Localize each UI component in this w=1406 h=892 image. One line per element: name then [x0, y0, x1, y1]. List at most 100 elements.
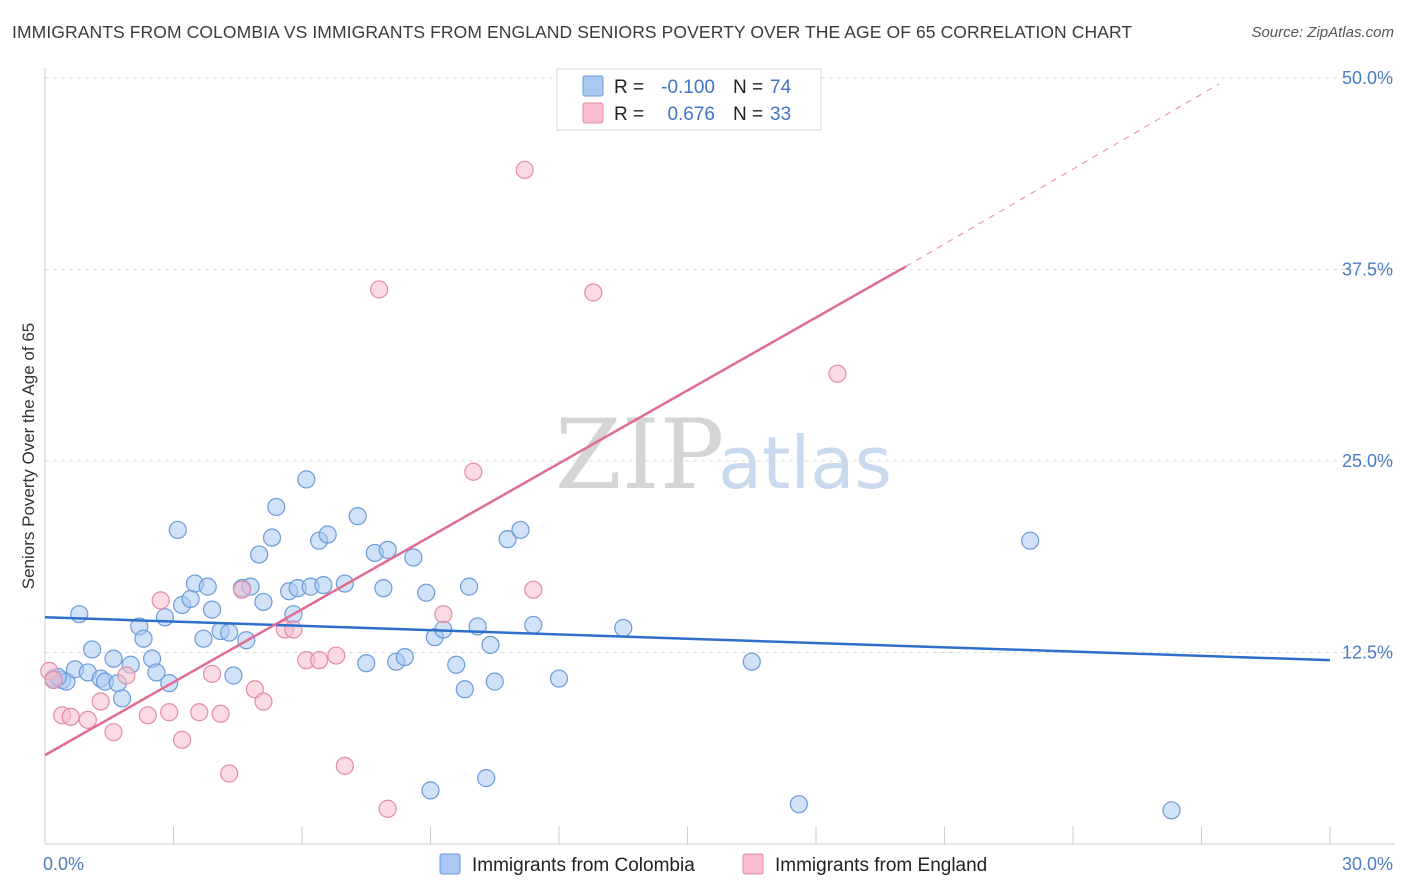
x-tick-label-max: 30.0% — [1342, 854, 1393, 874]
point-colombia — [742, 652, 761, 671]
trend-layer — [44, 83, 1331, 757]
point-england — [310, 651, 329, 670]
point-colombia — [112, 689, 132, 708]
legend-r-label-england: R = — [614, 104, 644, 125]
legend-swatch-england — [582, 102, 604, 124]
y-tick-label: 50.0% — [1342, 68, 1393, 88]
point-england — [44, 670, 63, 690]
point-england — [160, 703, 179, 722]
point-england — [584, 283, 603, 302]
point-colombia — [220, 623, 239, 642]
point-colombia — [314, 575, 333, 595]
point-england — [78, 710, 97, 730]
point-colombia — [417, 583, 436, 602]
legend-n-value-england: 33 — [770, 104, 791, 125]
x-tick-label-min: 0.0% — [43, 854, 84, 874]
point-colombia — [395, 647, 414, 667]
point-colombia — [459, 577, 479, 596]
point-colombia — [789, 795, 808, 814]
point-colombia — [318, 525, 337, 544]
point-colombia — [198, 577, 217, 596]
legend-r-value-colombia: -0.100 — [661, 77, 715, 98]
point-england — [138, 706, 157, 725]
point-england — [104, 723, 123, 742]
bottom-legend-label-colombia: Immigrants from Colombia — [472, 855, 695, 876]
point-colombia — [181, 589, 200, 608]
point-colombia — [549, 669, 569, 688]
y-tick-label: 37.5% — [1342, 260, 1393, 280]
trend-line-england-extension — [905, 83, 1219, 267]
chart-title: IMMIGRANTS FROM COLOMBIA VS IMMIGRANTS F… — [12, 22, 1133, 42]
point-england — [828, 364, 847, 383]
watermark-zip: ZIP — [555, 399, 724, 511]
point-england — [335, 756, 354, 775]
point-colombia — [348, 507, 367, 526]
point-colombia — [498, 530, 517, 549]
point-colombia — [262, 528, 282, 547]
point-england — [190, 703, 209, 722]
point-colombia — [447, 655, 466, 674]
point-england — [117, 666, 136, 685]
point-england — [61, 707, 80, 726]
point-colombia — [374, 579, 393, 598]
point-colombia — [267, 497, 286, 517]
chart-source: Source: ZipAtlas.com — [1251, 24, 1394, 41]
point-colombia — [477, 769, 496, 788]
point-colombia — [147, 663, 166, 682]
point-england — [172, 730, 192, 749]
point-colombia — [254, 592, 273, 612]
grid-layer: 12.5% 25.0% 37.5% 50.0% — [45, 68, 1395, 663]
watermark: ZIP atlas — [555, 399, 892, 511]
legend-n-label-colombia: N = — [733, 77, 763, 98]
point-england — [151, 591, 170, 610]
y-tick-label: 25.0% — [1342, 451, 1393, 471]
point-england — [515, 160, 534, 180]
legend-n-label-england: N = — [733, 104, 763, 125]
point-england — [370, 280, 389, 299]
point-colombia — [614, 618, 633, 638]
point-colombia — [455, 680, 474, 699]
trend-line-england — [44, 265, 907, 757]
point-colombia — [70, 605, 89, 624]
point-colombia — [1162, 801, 1181, 820]
point-colombia — [250, 545, 269, 564]
y-tick-label: 12.5% — [1342, 643, 1393, 663]
point-england — [284, 620, 303, 639]
point-colombia — [155, 608, 175, 627]
point-colombia — [168, 520, 187, 540]
bottom-legend-label-england: Immigrants from England — [775, 855, 987, 876]
point-colombia — [485, 672, 504, 691]
watermark-atlas: atlas — [718, 421, 892, 505]
point-colombia — [83, 640, 102, 659]
point-england — [91, 692, 110, 711]
point-colombia — [524, 615, 543, 635]
point-colombia — [1021, 531, 1040, 550]
point-colombia — [297, 470, 316, 489]
point-england — [434, 605, 453, 624]
point-england — [220, 764, 239, 783]
bottom-legend-swatch-colombia — [439, 853, 461, 875]
trend-line-colombia — [44, 616, 1331, 662]
point-colombia — [224, 666, 243, 685]
axes-layer: 0.0% 30.0% — [43, 68, 1395, 874]
point-colombia — [104, 649, 123, 668]
point-colombia — [134, 629, 153, 648]
legend-n-value-colombia: 74 — [770, 77, 792, 98]
point-england — [232, 580, 252, 599]
point-colombia — [511, 520, 530, 540]
point-colombia — [421, 781, 440, 800]
bottom-legend: Immigrants from Colombia Immigrants from… — [439, 853, 987, 876]
point-colombia — [378, 540, 397, 559]
point-colombia — [194, 629, 213, 648]
point-colombia — [481, 635, 500, 654]
point-colombia — [202, 600, 222, 619]
point-england — [464, 462, 483, 481]
point-england — [202, 664, 222, 684]
legend-r-value-england: 0.676 — [667, 104, 715, 125]
points-layer — [40, 160, 1181, 820]
point-england — [378, 799, 397, 818]
point-england — [327, 646, 346, 665]
bottom-legend-swatch-england — [742, 853, 764, 875]
legend-r-label-colombia: R = — [614, 77, 644, 98]
point-england — [254, 692, 273, 711]
